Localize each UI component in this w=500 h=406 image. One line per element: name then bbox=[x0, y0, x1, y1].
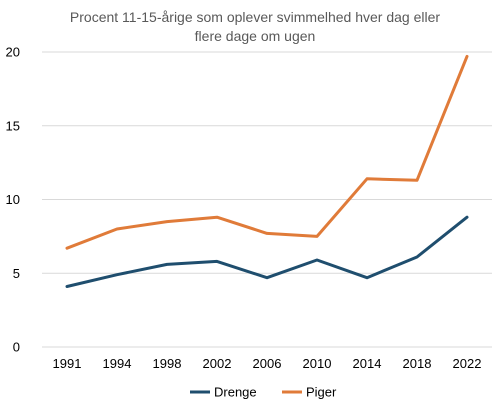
y-tick-label: 20 bbox=[6, 45, 20, 60]
y-axis: 0 5 10 15 20 bbox=[6, 45, 20, 355]
y-tick-label: 0 bbox=[13, 340, 20, 355]
chart-title: Procent 11-15-årige som oplever svimmelh… bbox=[70, 9, 440, 44]
gridlines bbox=[42, 51, 492, 274]
x-tick-label: 2022 bbox=[453, 356, 482, 371]
legend-label-drenge: Drenge bbox=[214, 385, 257, 400]
x-tick-label: 2006 bbox=[253, 356, 282, 371]
legend: Drenge Piger bbox=[190, 385, 337, 400]
x-tick-label: 2014 bbox=[353, 356, 382, 371]
x-tick-label: 2018 bbox=[403, 356, 432, 371]
y-tick-label: 5 bbox=[13, 266, 20, 281]
x-tick-label: 2002 bbox=[203, 356, 232, 371]
series-line-piger bbox=[65, 54, 469, 250]
series-line-drenge bbox=[65, 215, 469, 288]
y-tick-label: 10 bbox=[6, 192, 20, 207]
x-tick-label: 2010 bbox=[303, 356, 332, 371]
x-tick-label: 1991 bbox=[53, 356, 82, 371]
chart-title-line-1: Procent 11-15-årige som oplever svimmelh… bbox=[70, 9, 440, 25]
legend-label-piger: Piger bbox=[306, 385, 337, 400]
series-lines bbox=[65, 54, 469, 288]
x-tick-label: 1998 bbox=[153, 356, 182, 371]
x-tick-label: 1994 bbox=[103, 356, 132, 371]
x-axis: 1991 1994 1998 2002 2006 2010 2014 2018 2022 bbox=[42, 346, 492, 371]
chart-title-line-2: flere dage om ugen bbox=[195, 28, 316, 44]
y-tick-label: 15 bbox=[6, 118, 20, 133]
